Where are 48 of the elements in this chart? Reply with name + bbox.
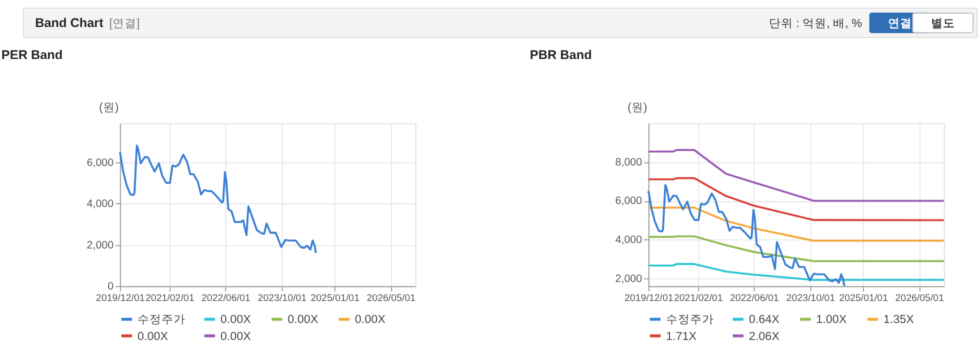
y-tick-label: 2,000 bbox=[86, 239, 114, 252]
line-series bbox=[118, 144, 317, 254]
line-series bbox=[647, 149, 945, 202]
text: 단위 : 억원, 배, % bbox=[768, 16, 862, 30]
x-tick-label: 2022/06/01 bbox=[202, 293, 250, 304]
text: [연결] bbox=[109, 16, 140, 30]
line-series bbox=[647, 177, 945, 222]
legend-label: 2.06X bbox=[748, 330, 780, 343]
y-tick-label: 6,000 bbox=[86, 156, 114, 169]
legend-label: 0.00X bbox=[220, 313, 252, 326]
legend-label: 1.00X bbox=[816, 313, 847, 326]
line-series bbox=[647, 235, 945, 262]
y-axis-title: (원) bbox=[98, 101, 119, 114]
y-tick-label: 8,000 bbox=[615, 156, 642, 168]
x-tick-label: 2023/10/01 bbox=[786, 293, 836, 304]
line-series bbox=[647, 206, 945, 242]
x-tick-label: 2025/01/01 bbox=[839, 293, 888, 304]
legend-label: 수정주가 bbox=[666, 313, 714, 326]
chart-title: PER Band bbox=[1, 48, 63, 62]
legend-label: 1.35X bbox=[883, 313, 914, 326]
x-tick-label: 2025/01/01 bbox=[310, 293, 360, 304]
x-tick-label: 2021/02/01 bbox=[674, 293, 723, 304]
x-tick-label: 2026/05/01 bbox=[366, 293, 416, 304]
legend-label: 0.00X bbox=[354, 313, 386, 326]
x-tick-label: 2019/12/01 bbox=[624, 293, 674, 304]
y-tick-label: 2,000 bbox=[615, 272, 642, 285]
line-series bbox=[647, 184, 846, 287]
legend-label: 0.64X bbox=[748, 313, 780, 326]
x-tick-label: 2026/05/01 bbox=[895, 293, 944, 304]
text: 별도 bbox=[930, 16, 955, 30]
legend-label: 0.00X bbox=[220, 330, 252, 343]
text: Band Chart bbox=[35, 16, 104, 30]
chart-title: PBR Band bbox=[530, 48, 592, 62]
legend-label: 0.00X bbox=[137, 330, 168, 343]
x-tick-label: 2021/02/01 bbox=[145, 293, 194, 304]
line-series bbox=[647, 263, 945, 281]
y-tick-label: 0 bbox=[108, 280, 114, 293]
legend-label: 1.71X bbox=[666, 330, 697, 343]
legend-label: 수정주가 bbox=[137, 313, 186, 326]
x-tick-label: 2019/12/01 bbox=[96, 293, 145, 304]
y-axis-title: (원) bbox=[627, 101, 648, 114]
y-tick-label: 4,000 bbox=[86, 198, 114, 210]
legend-label: 0.00X bbox=[288, 313, 318, 326]
y-tick-label: 6,000 bbox=[615, 195, 642, 208]
y-tick-label: 4,000 bbox=[615, 234, 642, 246]
text: 연결 bbox=[888, 16, 912, 30]
x-tick-label: 2023/10/01 bbox=[258, 293, 307, 304]
x-tick-label: 2022/06/01 bbox=[730, 293, 779, 304]
